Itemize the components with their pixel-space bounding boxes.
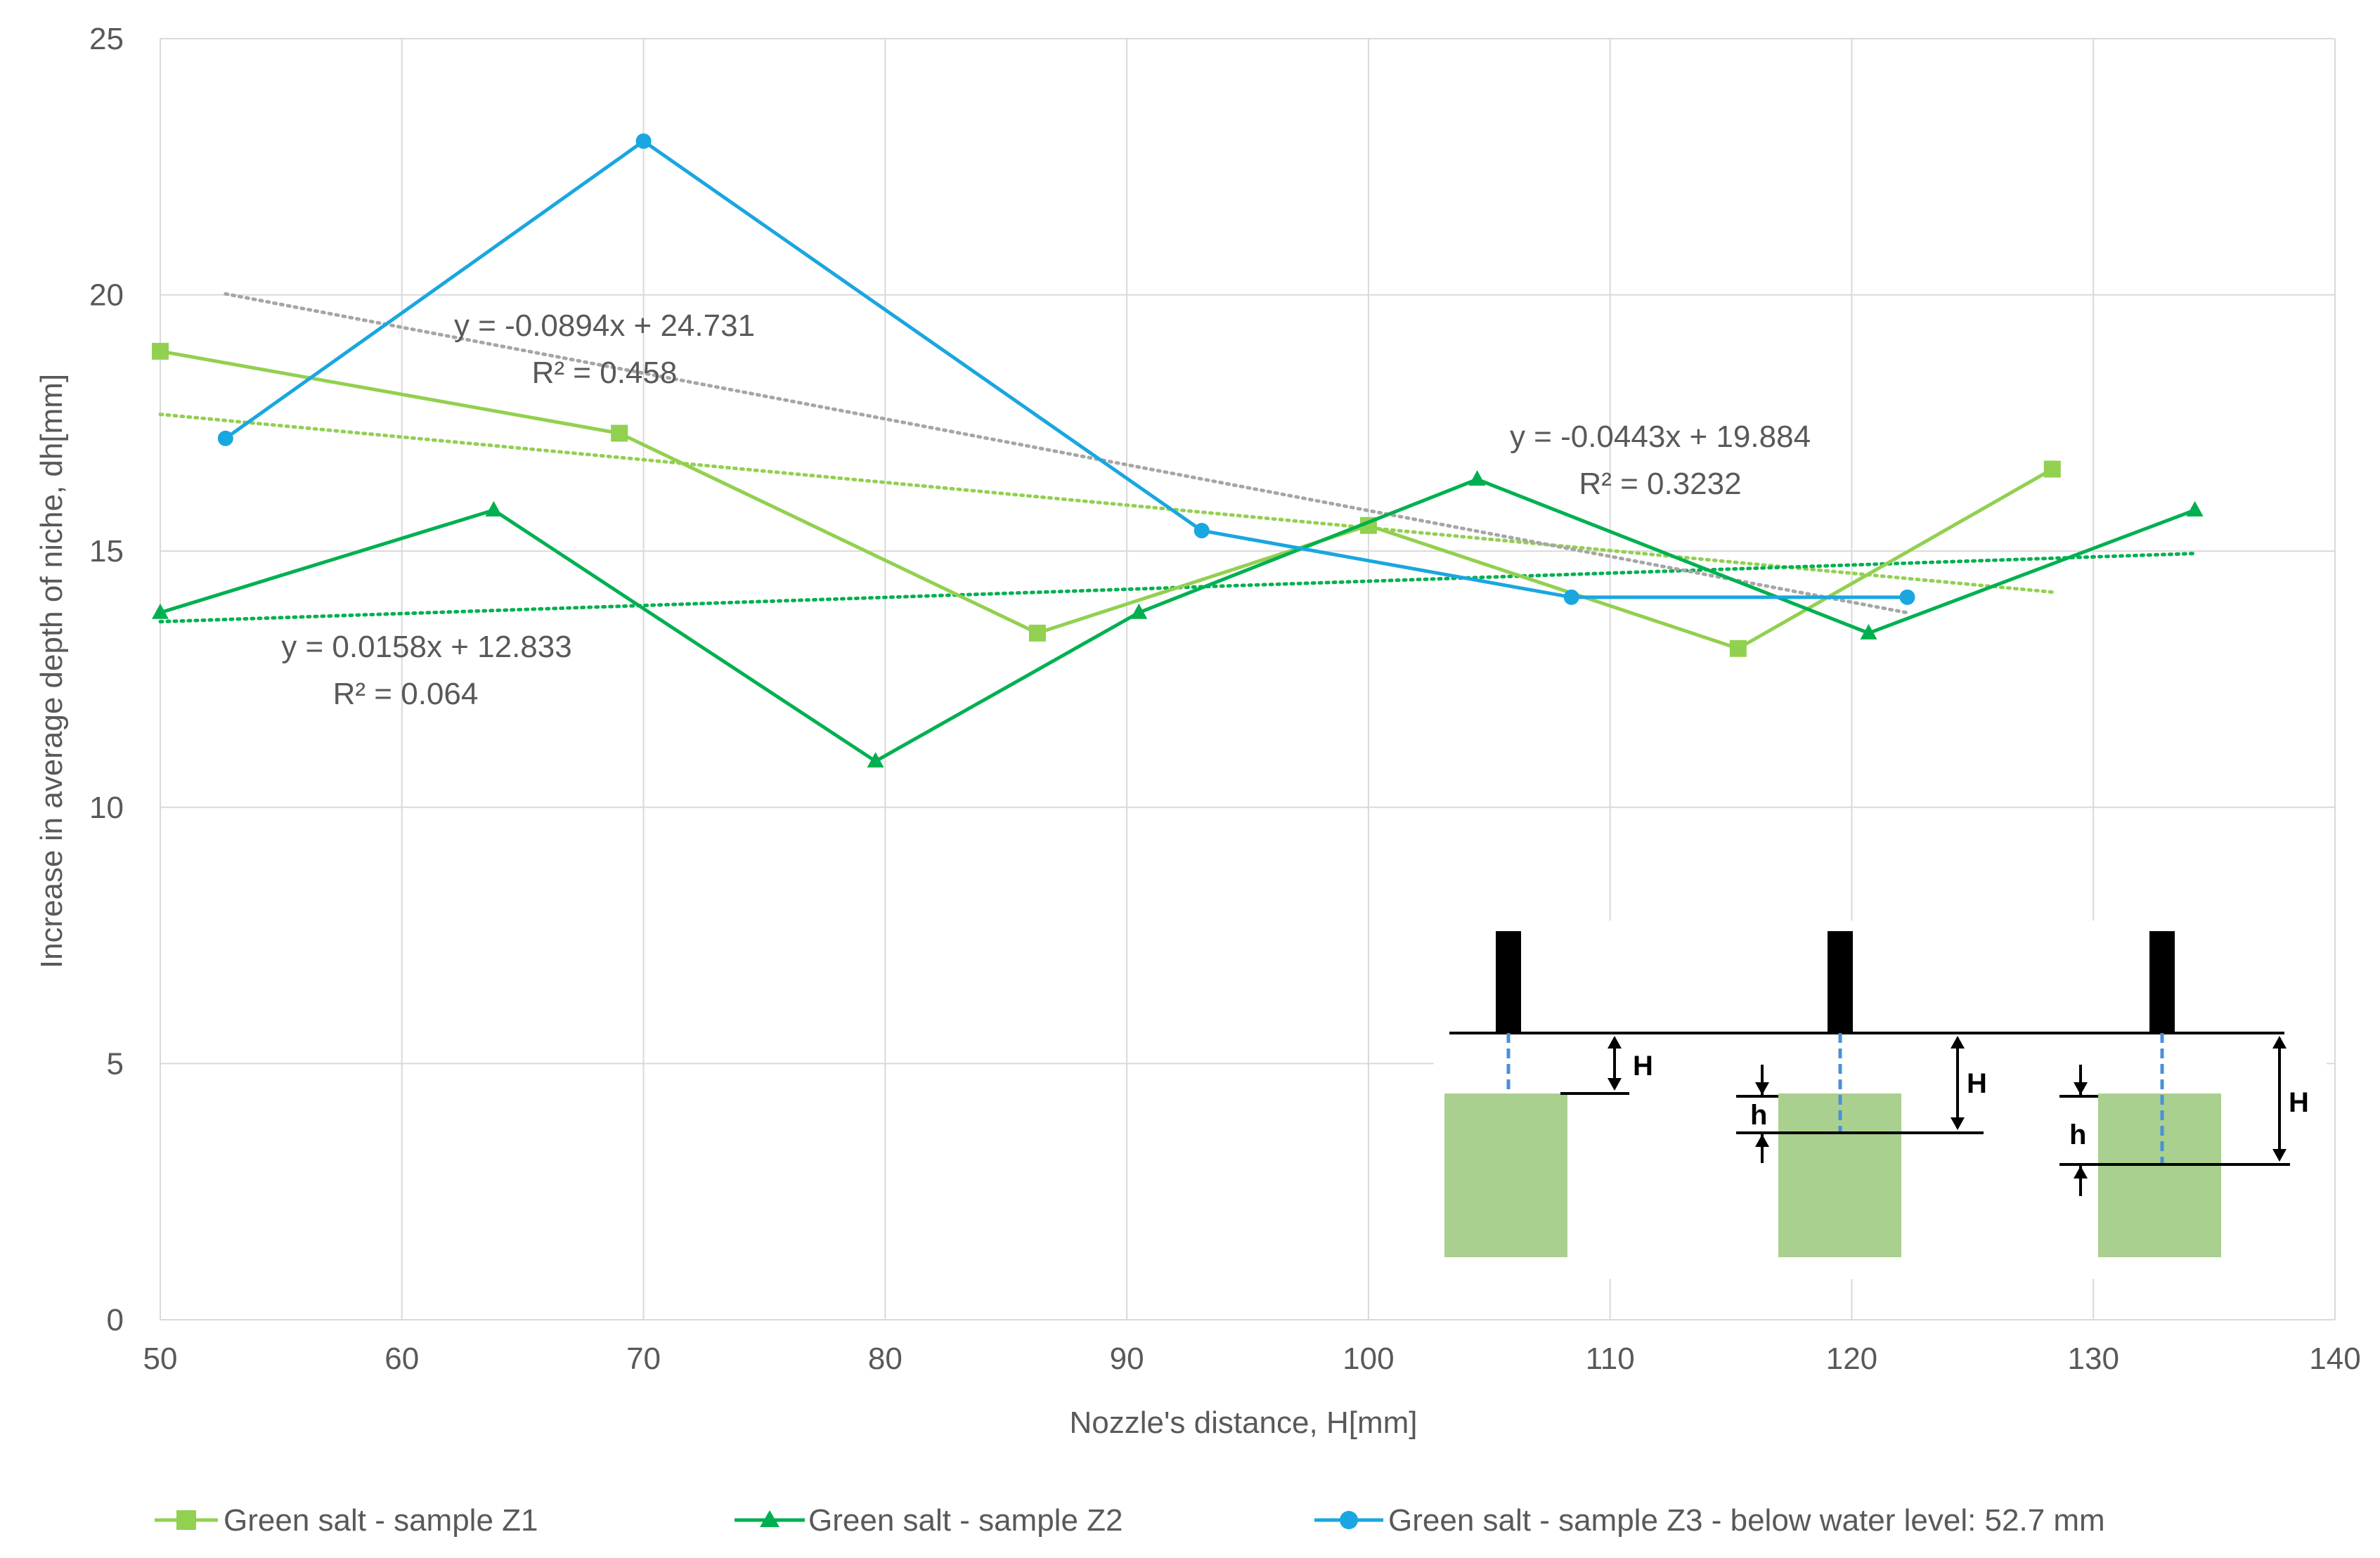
diagram-label-H3: H (2289, 1087, 2309, 1118)
trendline-1 (158, 413, 2055, 595)
arrowhead (1755, 1082, 1769, 1095)
legend-marker-z2 (760, 1510, 780, 1527)
data-point-z2 (867, 752, 884, 768)
legend-item-z2: Green salt - sample Z2 (735, 1503, 1123, 1538)
trend-equation-z2: y = 0.0158x + 12.833 (281, 630, 571, 664)
nozzle-2 (1828, 931, 1853, 1033)
legend-marker-z3 (1340, 1511, 1358, 1529)
legend-label-z3: Green salt - sample Z3 - below water lev… (1388, 1503, 2105, 1538)
trendlines (158, 292, 2197, 624)
diagram-label-h2: h (1750, 1100, 1767, 1131)
legend-item-z3: Green salt - sample Z3 - below water lev… (1314, 1503, 2105, 1538)
x-tick-label: 140 (2309, 1342, 2360, 1376)
data-point-z2 (1468, 470, 1486, 486)
tick-labels: 50 60 70 80 90 100 110 120 130 140 0 5 10 15 20 25 (89, 22, 2361, 1376)
data-point-z2 (485, 500, 503, 517)
arrowhead (1755, 1134, 1769, 1147)
legend-item-z1: Green salt - sample Z1 (155, 1503, 538, 1538)
x-axis-title: Nozzle's distance, H[mm] (1070, 1406, 1418, 1440)
data-point-z3 (635, 133, 652, 149)
y-tick-label: 25 (89, 22, 124, 56)
x-tick-label: 70 (626, 1342, 661, 1376)
x-tick-label: 60 (384, 1342, 419, 1376)
data-point-z1 (2043, 460, 2061, 478)
x-tick-label: 110 (1586, 1342, 1635, 1376)
diagram-label-h3: h (2069, 1119, 2086, 1150)
data-point-z3 (1194, 523, 1210, 539)
legend-label-z2: Green salt - sample Z2 (808, 1503, 1123, 1538)
data-point-z3 (217, 430, 233, 446)
data-point-z1 (152, 342, 169, 360)
y-tick-label: 5 (107, 1046, 124, 1081)
data-point-z2 (1130, 603, 1148, 619)
x-tick-label: 90 (1110, 1342, 1144, 1376)
trend-r2-z1: R² = 0.3232 (1579, 467, 1741, 501)
arrowhead (2074, 1082, 2088, 1095)
trend-equation-z3: y = -0.0894x + 24.731 (454, 309, 755, 343)
data-point-z3 (1563, 589, 1579, 605)
series-line-2 (160, 477, 2196, 763)
salt-sample-3 (2098, 1093, 2221, 1257)
salt-sample-1 (1444, 1093, 1567, 1257)
grid (160, 38, 2336, 1320)
arrowhead (1608, 1078, 1622, 1091)
x-tick-label: 130 (2068, 1342, 2119, 1376)
data-point-z1 (611, 424, 628, 442)
y-tick-label: 20 (89, 278, 124, 313)
data-point-z2 (2186, 500, 2204, 517)
x-tick-label: 50 (143, 1342, 178, 1376)
legend-label-z1: Green salt - sample Z1 (224, 1503, 538, 1538)
nozzle-3 (2149, 931, 2175, 1033)
y-tick-label: 15 (89, 534, 124, 569)
arrowhead (1608, 1036, 1622, 1049)
series (152, 133, 2204, 768)
nozzle-diagram: H h H h H (1434, 921, 2327, 1279)
trend-r2-z3: R² = 0.458 (532, 356, 678, 390)
data-point-z3 (1899, 589, 1915, 605)
arrowhead (2074, 1166, 2088, 1179)
series-line-3 (224, 139, 1908, 599)
trend-equation-z1: y = -0.0443x + 19.884 (1510, 420, 1811, 454)
series-line-1 (160, 349, 2054, 651)
arrowhead (2272, 1149, 2287, 1162)
x-tick-label: 120 (1826, 1342, 1877, 1376)
x-tick-label: 100 (1343, 1342, 1394, 1376)
y-tick-label: 0 (107, 1303, 124, 1337)
y-tick-label: 10 (89, 791, 124, 825)
data-point-z2 (1860, 623, 1877, 640)
arrowhead (1951, 1117, 1965, 1130)
arrowhead (2272, 1036, 2287, 1049)
diagram-label-H1: H (1633, 1051, 1653, 1082)
legend: Green salt - sample Z1 Green salt - samp… (155, 1503, 2105, 1538)
arrowhead (1951, 1036, 1965, 1049)
trend-r2-z2: R² = 0.064 (333, 677, 479, 711)
data-point-z1 (1028, 624, 1046, 642)
trendline-3 (224, 292, 1910, 615)
legend-marker-z1 (176, 1510, 196, 1530)
data-point-z1 (1729, 640, 1747, 657)
y-axis-title: Increase in average depth of niche, dh[m… (34, 374, 69, 968)
nozzle-1 (1496, 931, 1521, 1033)
diagram-label-H2: H (1967, 1068, 1987, 1099)
x-tick-label: 80 (868, 1342, 903, 1376)
data-point-z2 (152, 603, 169, 619)
salt-sample-2 (1778, 1093, 1901, 1257)
